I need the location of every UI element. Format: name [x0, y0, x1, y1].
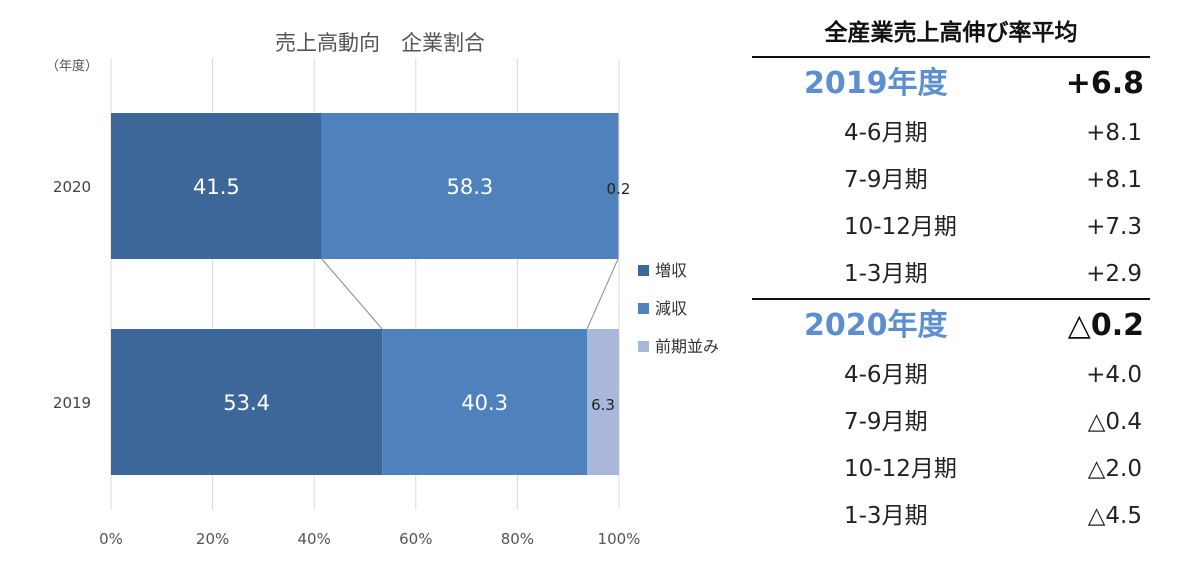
quarter-value: +4.0	[1086, 362, 1142, 388]
table-rule-top	[752, 56, 1150, 58]
table-rule-middle	[752, 298, 1150, 300]
year-axis-label: （年度）	[46, 58, 98, 74]
bar-segment	[617, 113, 619, 259]
quarter-label: 1-3月期	[844, 261, 928, 287]
legend-label: 前期並み	[655, 337, 719, 356]
quarter-label: 7-9月期	[844, 167, 928, 193]
x-tick-label: 100%	[598, 530, 641, 548]
data-label: 40.3	[461, 391, 508, 415]
quarter-row: 10-12月期 +7.3	[752, 204, 1150, 251]
year-label: 2020年度	[804, 308, 948, 343]
quarter-label: 10-12月期	[844, 456, 957, 482]
stacked-bar-chart: 売上高動向 企業割合 （年度） 41.5 58.3 0.2 53.4 40.3 6.3 2…	[46, 31, 719, 548]
connector-line	[586, 258, 619, 330]
quarter-row: 1-3月期 △4.5	[752, 493, 1150, 540]
quarter-value: +8.1	[1086, 120, 1142, 146]
x-tick-label: 20%	[196, 530, 229, 548]
data-label: 6.3	[591, 396, 615, 414]
quarter-value: △0.4	[1087, 409, 1142, 435]
x-tick-label: 60%	[399, 530, 432, 548]
bar-segment	[111, 329, 383, 475]
data-label: 53.4	[223, 391, 270, 415]
quarter-value: +8.1	[1086, 167, 1142, 193]
quarter-row: 7-9月期 △0.4	[752, 399, 1150, 446]
year-value: △0.2	[1067, 308, 1144, 343]
quarter-value: △2.0	[1087, 456, 1142, 482]
year-row-2020: 2020年度 △0.2	[752, 300, 1150, 352]
category-label: 2019	[53, 394, 91, 412]
chart-title: 売上高動向 企業割合	[275, 31, 485, 55]
table-title: 全産業売上高伸び率平均	[824, 20, 1078, 46]
quarter-row: 4-6月期 +8.1	[752, 110, 1150, 157]
x-axis-tick-labels: 0% 20% 40% 60% 80% 100%	[99, 530, 640, 548]
data-label: 41.5	[193, 175, 240, 199]
connector-line	[321, 258, 383, 330]
data-label: 58.3	[447, 175, 494, 199]
quarter-value: +2.9	[1086, 261, 1142, 287]
legend-swatch	[638, 303, 649, 314]
quarter-row: 4-6月期 +4.0	[752, 352, 1150, 399]
quarter-label: 4-6月期	[844, 120, 928, 146]
legend-label: 減収	[655, 299, 687, 318]
quarter-label: 4-6月期	[844, 362, 928, 388]
category-labels: 2020 2019	[53, 178, 91, 412]
x-tick-label: 40%	[298, 530, 331, 548]
quarter-row: 1-3月期 +2.9	[752, 251, 1150, 298]
x-tick-label: 80%	[501, 530, 534, 548]
quarter-label: 7-9月期	[844, 409, 928, 435]
quarter-label: 1-3月期	[844, 503, 928, 529]
bars-group: 41.5 58.3 0.2 53.4 40.3 6.3	[111, 113, 630, 475]
year-value: +6.8	[1065, 66, 1144, 101]
data-label: 0.2	[607, 180, 631, 198]
bar-segment	[111, 113, 322, 259]
year-label: 2019年度	[804, 66, 948, 101]
bar-segment	[586, 329, 619, 475]
quarter-label: 10-12月期	[844, 214, 957, 240]
bar-segment	[321, 113, 618, 259]
x-tick-label: 0%	[99, 530, 123, 548]
category-label: 2020	[53, 178, 91, 196]
legend-swatch	[638, 265, 649, 276]
quarter-row: 7-9月期 +8.1	[752, 157, 1150, 204]
quarter-value: △4.5	[1087, 503, 1142, 529]
series-connector-lines	[321, 258, 619, 330]
legend-label: 増収	[655, 261, 687, 280]
growth-rate-table: 全産業売上高伸び率平均 2019年度 +6.8 4-6月期 +8.1 7-9月期…	[752, 10, 1150, 540]
quarter-row: 10-12月期 △2.0	[752, 446, 1150, 493]
year-row-2019: 2019年度 +6.8	[752, 58, 1150, 110]
legend-swatch	[638, 341, 649, 352]
bar-segment	[382, 329, 587, 475]
quarter-value: +7.3	[1086, 214, 1142, 240]
